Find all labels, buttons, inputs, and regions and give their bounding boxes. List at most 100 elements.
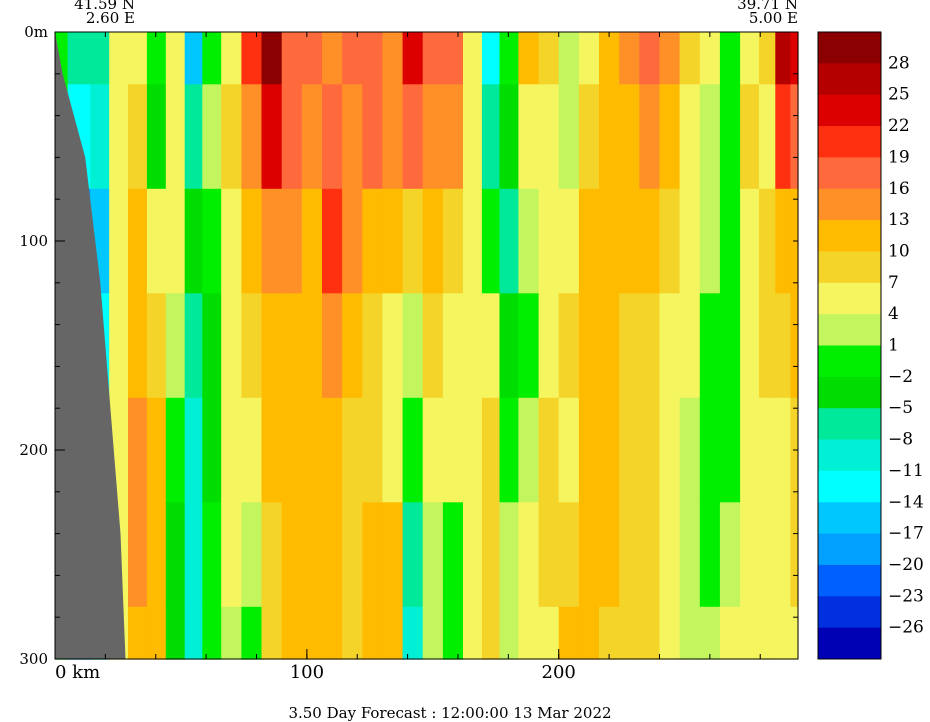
- heat-cell: [699, 397, 721, 503]
- heat-cell: [402, 606, 424, 660]
- heat-cell: [322, 606, 343, 660]
- heat-cell: [128, 606, 148, 660]
- heat-cell: [382, 84, 404, 190]
- colorbar-label: −17: [888, 524, 924, 544]
- heat-cell: [165, 32, 186, 85]
- heat-cell: [322, 84, 343, 190]
- y-tick-label: 300: [19, 650, 48, 668]
- heat-cell: [538, 188, 560, 294]
- heat-cell: [463, 397, 483, 503]
- heat-cell: [499, 397, 519, 503]
- heat-cell: [165, 188, 186, 294]
- heat-cell: [679, 397, 701, 503]
- heat-cell: [699, 606, 721, 660]
- heat-cell: [202, 502, 222, 608]
- heat-cell: [659, 188, 681, 294]
- heat-cell: [261, 84, 283, 190]
- heat-cell: [241, 84, 263, 190]
- heat-cell: [578, 293, 600, 399]
- heat-cell: [759, 32, 776, 85]
- heat-cell: [775, 606, 791, 660]
- heat-cell: [382, 293, 404, 399]
- y-tick-label: 0m: [24, 23, 48, 41]
- y-tick-label: 100: [19, 232, 48, 250]
- heat-cell: [422, 606, 444, 660]
- heat-cell: [221, 606, 242, 660]
- heat-cell: [759, 84, 776, 190]
- heat-cell: [790, 84, 799, 190]
- heat-cell: [558, 606, 580, 660]
- heat-cell: [165, 293, 186, 399]
- heat-cell: [146, 293, 167, 399]
- left-latitude-label: 41.59 N: [74, 0, 135, 13]
- heat-cell: [241, 502, 263, 608]
- heat-cell: [402, 293, 424, 399]
- y-tick-label: 200: [19, 441, 48, 459]
- heat-cell: [342, 188, 363, 294]
- heat-cell: [619, 397, 640, 503]
- heat-cell: [422, 397, 444, 503]
- heat-cell: [599, 84, 620, 190]
- heat-cell: [184, 293, 203, 399]
- heat-cell: [301, 293, 323, 399]
- heat-cell: [362, 188, 383, 294]
- heat-cell: [382, 397, 404, 503]
- heat-cell: [740, 606, 760, 660]
- heat-cell: [578, 502, 600, 608]
- heat-cell: [221, 293, 242, 399]
- heat-cell: [481, 188, 501, 294]
- heat-cell: [719, 188, 741, 294]
- colorbar-swatch: [818, 564, 881, 597]
- heat-cell: [146, 606, 167, 660]
- heat-cell: [184, 606, 203, 660]
- heat-cell: [558, 502, 580, 608]
- heat-cell: [679, 502, 701, 608]
- right-latitude-label: 39.71 N: [737, 0, 798, 13]
- heat-cell: [659, 397, 681, 503]
- heat-cell: [499, 84, 519, 190]
- heat-cell: [518, 606, 540, 660]
- heat-cell: [558, 32, 580, 85]
- heat-cell: [322, 502, 343, 608]
- heat-cell: [558, 84, 580, 190]
- heat-cell: [679, 84, 701, 190]
- heat-cell: [241, 32, 263, 85]
- right-longitude-label: 5.00 E: [748, 9, 798, 27]
- heat-cell: [146, 84, 167, 190]
- heat-cell: [128, 32, 148, 85]
- heat-cell: [342, 32, 363, 85]
- heat-cell: [619, 32, 640, 85]
- heat-cell: [109, 188, 129, 294]
- heat-cell: [659, 502, 681, 608]
- heat-cell: [719, 32, 741, 85]
- heat-cell: [402, 32, 424, 85]
- colorbar-swatch: [818, 188, 881, 221]
- x-tick-label: 100: [290, 662, 324, 683]
- heat-cell: [342, 502, 363, 608]
- x-tick-label: 200: [542, 662, 576, 683]
- heat-cell: [221, 188, 242, 294]
- heat-cell: [109, 32, 129, 85]
- heat-cell: [481, 502, 501, 608]
- heat-cell: [599, 32, 620, 85]
- heat-cell: [241, 188, 263, 294]
- colorbar-swatch: [818, 596, 881, 629]
- land-mask: [55, 32, 126, 659]
- heat-cell: [382, 188, 404, 294]
- colorbar-label: −26: [888, 618, 924, 638]
- heat-cell: [402, 397, 424, 503]
- heat-cell: [639, 502, 660, 608]
- heat-cell: [499, 606, 519, 660]
- heat-cell: [518, 293, 540, 399]
- heat-cell: [740, 32, 760, 85]
- heat-cell: [538, 84, 560, 190]
- heat-cell: [759, 188, 776, 294]
- colorbar-label: 10: [888, 242, 910, 262]
- heat-cell: [499, 188, 519, 294]
- heat-cell: [599, 188, 620, 294]
- heat-cell: [165, 606, 186, 660]
- heat-cell: [639, 188, 660, 294]
- heat-cell: [759, 502, 776, 608]
- heat-cell: [442, 606, 464, 660]
